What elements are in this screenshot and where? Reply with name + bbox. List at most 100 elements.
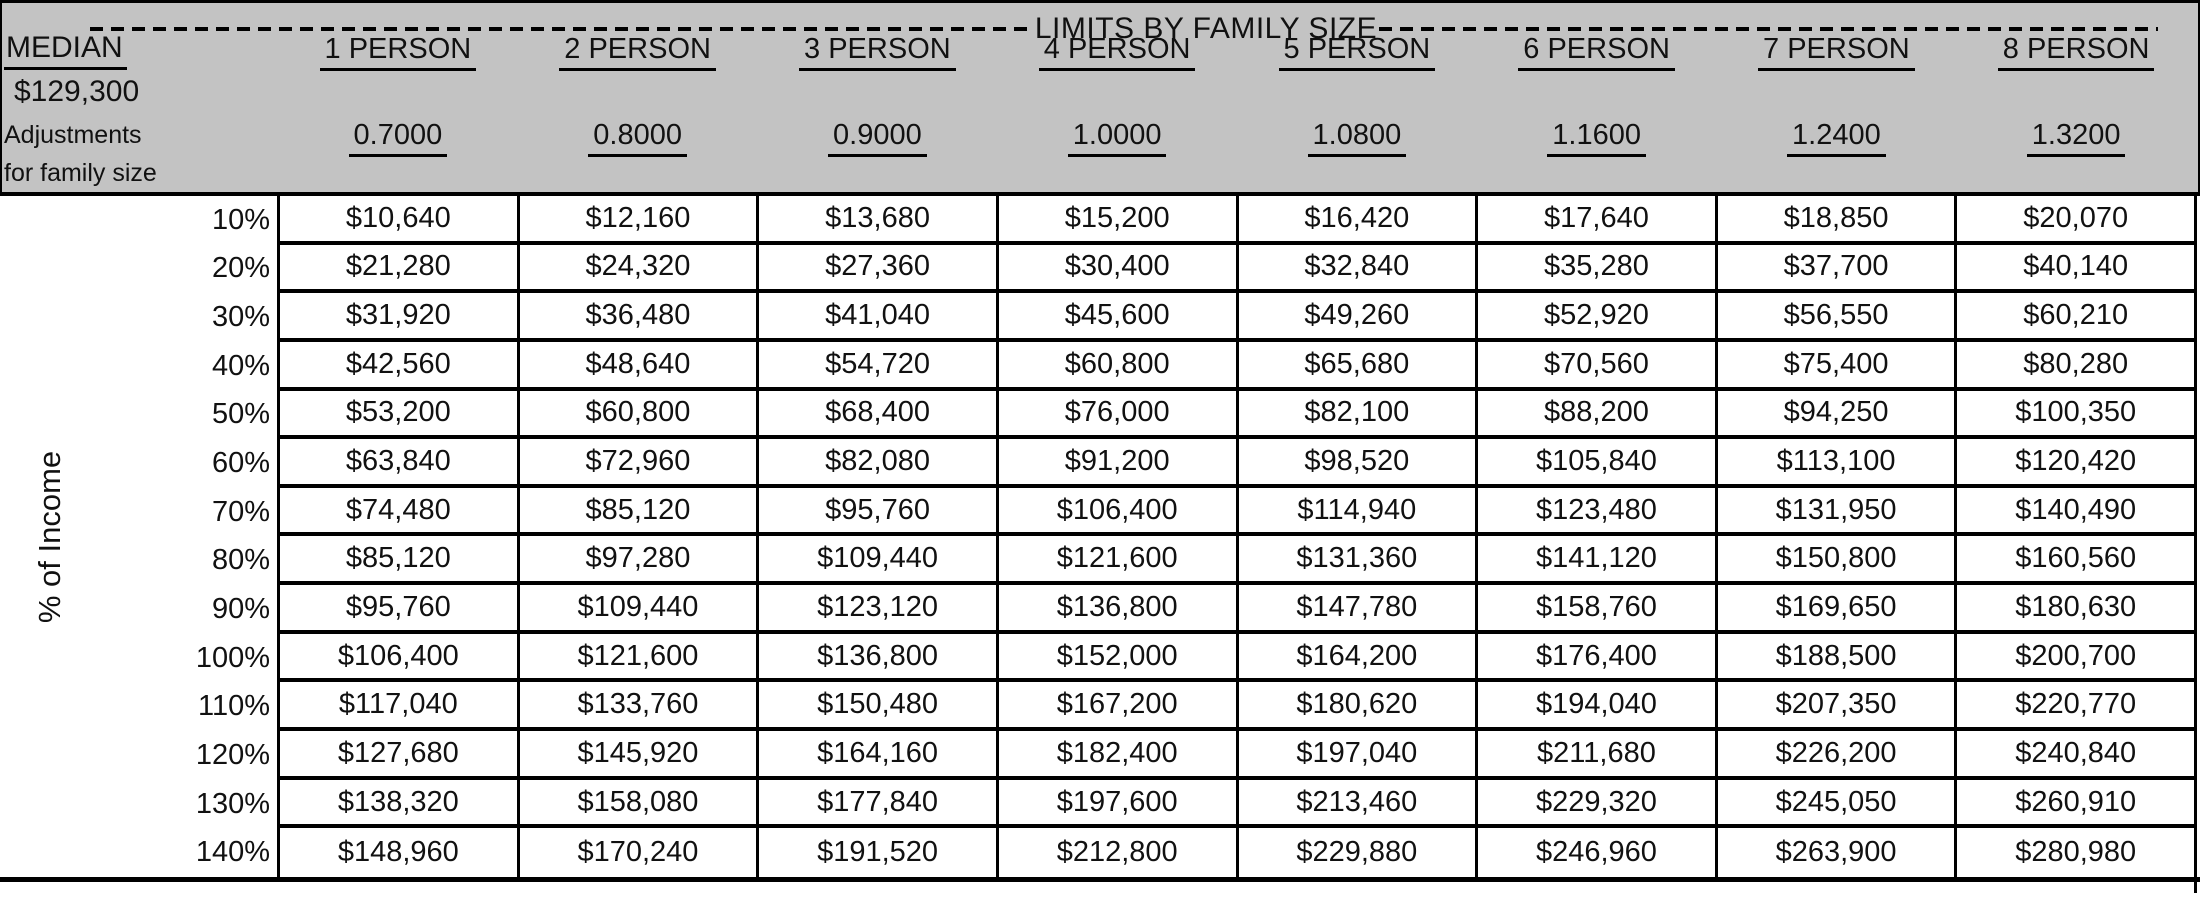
income-limit-cell: $48,640 xyxy=(519,341,760,391)
family-size-adjustment-factor: 0.9000 xyxy=(828,119,927,157)
income-limit-cell: $229,320 xyxy=(1478,779,1718,829)
adjustments-label-line2: for family size xyxy=(4,159,157,187)
income-limit-cell: $53,200 xyxy=(280,390,520,440)
income-limit-cell: $37,700 xyxy=(1717,244,1958,294)
income-limit-cell: $109,440 xyxy=(519,585,760,634)
limits-title: LIMITS BY FAMILY SIZE xyxy=(1034,12,1378,45)
income-limit-cell: $240,840 xyxy=(1957,731,2197,780)
income-limit-cell: $85,120 xyxy=(519,487,760,537)
family-size-adjustment-factor: 1.0000 xyxy=(1067,119,1167,157)
income-limit-cell: $158,760 xyxy=(1478,585,1718,634)
person-column-label: 3 PERSON xyxy=(799,33,956,71)
income-limit-cell: $109,440 xyxy=(759,536,999,586)
income-limit-cell: $131,360 xyxy=(1238,536,1479,586)
income-limit-cell: $42,560 xyxy=(280,341,520,391)
income-limit-cell: $150,480 xyxy=(759,682,999,732)
income-limit-cell: $211,680 xyxy=(1478,731,1718,780)
income-limit-cell: $91,200 xyxy=(998,439,1239,488)
income-limit-cell: $74,480 xyxy=(280,487,520,537)
income-limit-cell: $152,000 xyxy=(998,633,1239,683)
income-limit-cell: $158,080 xyxy=(519,779,760,829)
income-limit-cell: $138,320 xyxy=(280,779,520,829)
income-limit-cell: $94,250 xyxy=(1717,390,1958,440)
income-limit-cell: $121,600 xyxy=(998,536,1239,586)
income-limit-cell: $246,960 xyxy=(1478,828,1718,877)
income-limit-cell: $131,950 xyxy=(1717,487,1958,537)
income-limit-cell: $147,780 xyxy=(1238,585,1479,634)
income-limit-cell: $80,280 xyxy=(1957,341,2197,391)
person-column-label: 6 PERSON xyxy=(1518,33,1675,71)
percent-of-income-label: 10% xyxy=(211,203,270,236)
percent-of-income-label: 40% xyxy=(211,349,270,382)
income-limit-cell: $169,650 xyxy=(1717,585,1958,634)
income-limit-cell: $114,940 xyxy=(1238,487,1479,537)
income-limit-cell: $82,080 xyxy=(759,439,999,488)
person-column: 1 PERSON 0.7000 xyxy=(278,33,518,157)
person-column: 4 PERSON 1.0000 xyxy=(997,33,1237,157)
person-column-label: 1 PERSON xyxy=(319,33,477,71)
income-limit-cell: $194,040 xyxy=(1478,682,1718,732)
person-column: 5 PERSON 1.0800 xyxy=(1237,33,1477,157)
percent-of-income-label: 100% xyxy=(195,641,270,674)
income-limit-cell: $70,560 xyxy=(1478,341,1718,391)
income-limit-cell: $136,800 xyxy=(759,633,999,683)
income-limit-cell: $30,400 xyxy=(998,244,1239,294)
percent-of-income-label: 110% xyxy=(197,690,270,723)
income-limit-cell: $106,400 xyxy=(998,487,1239,537)
income-limit-cell: $85,120 xyxy=(280,536,520,586)
person-column: 2 PERSON 0.8000 xyxy=(518,33,758,157)
income-limit-cell: $76,000 xyxy=(998,390,1239,440)
income-limit-cell: $145,920 xyxy=(519,731,760,780)
income-limit-cell: $106,400 xyxy=(280,633,520,683)
income-limit-cell: $32,840 xyxy=(1238,244,1479,294)
table-header-band: LIMITS BY FAMILY SIZE MEDIAN $129,300 Ad… xyxy=(0,0,2200,196)
income-limit-cell: $24,320 xyxy=(519,244,760,294)
family-size-adjustment-factor: 0.7000 xyxy=(348,119,448,157)
percent-of-income-label: 90% xyxy=(211,592,270,625)
income-limit-cell: $60,800 xyxy=(998,341,1239,391)
income-limit-cell: $212,800 xyxy=(999,828,1239,877)
income-limit-cell: $141,120 xyxy=(1478,536,1718,586)
income-limit-cell: $220,770 xyxy=(1957,682,2197,732)
limits-title-row: LIMITS BY FAMILY SIZE xyxy=(90,12,2158,45)
income-limit-cell: $16,420 xyxy=(1238,196,1479,245)
income-limit-cell: $17,640 xyxy=(1478,196,1718,245)
person-columns: 1 PERSON 0.7000 2 PERSON 0.8000 3 PERSON 0.90… xyxy=(278,33,2196,157)
income-limit-cell: $133,760 xyxy=(519,682,760,732)
percent-of-income-label: 30% xyxy=(211,301,270,334)
income-limit-cell: $120,420 xyxy=(1957,439,2197,488)
family-size-adjustment-factor: 1.1600 xyxy=(1547,119,1646,157)
income-limit-cell: $65,680 xyxy=(1238,341,1479,391)
person-column: 7 PERSON 1.2400 xyxy=(1717,33,1957,157)
income-limit-cell: $207,350 xyxy=(1717,682,1958,732)
y-axis-label: % of Income xyxy=(32,450,67,623)
income-limit-cell: $105,840 xyxy=(1478,439,1718,488)
income-limit-cell: $121,600 xyxy=(519,633,760,683)
income-limit-cell: $280,980 xyxy=(1957,828,2197,877)
income-limit-cell: $123,120 xyxy=(759,585,999,634)
percent-of-income-label: 70% xyxy=(211,495,270,528)
median-label: MEDIAN xyxy=(4,31,127,70)
income-limit-cell: $170,240 xyxy=(520,828,760,877)
family-size-adjustment-factor: 0.8000 xyxy=(588,119,687,157)
median-value: $129,300 xyxy=(14,75,140,108)
income-limit-cell: $54,720 xyxy=(759,341,999,391)
income-limit-cell: $188,500 xyxy=(1717,633,1958,683)
percent-of-income-label: 20% xyxy=(211,252,270,285)
percent-of-income-label: 60% xyxy=(211,447,270,480)
income-limit-cell: $20,070 xyxy=(1957,196,2197,245)
income-limit-cell: $123,480 xyxy=(1478,487,1718,537)
income-limit-cell: $10,640 xyxy=(280,196,520,245)
income-limit-cell: $229,880 xyxy=(1239,828,1479,877)
person-column-label: 2 PERSON xyxy=(559,33,716,71)
income-limit-cell: $167,200 xyxy=(998,682,1239,732)
income-limit-cell: $56,550 xyxy=(1717,293,1958,342)
income-limit-cell: $197,040 xyxy=(1238,731,1479,780)
income-limit-cell: $60,210 xyxy=(1957,293,2197,342)
income-limit-cell: $41,040 xyxy=(759,293,999,342)
income-limit-cell: $177,840 xyxy=(759,779,999,829)
income-limit-cell: $82,100 xyxy=(1238,390,1479,440)
family-size-adjustment-factor: 1.2400 xyxy=(1787,119,1886,157)
income-limit-cell: $52,920 xyxy=(1478,293,1718,342)
